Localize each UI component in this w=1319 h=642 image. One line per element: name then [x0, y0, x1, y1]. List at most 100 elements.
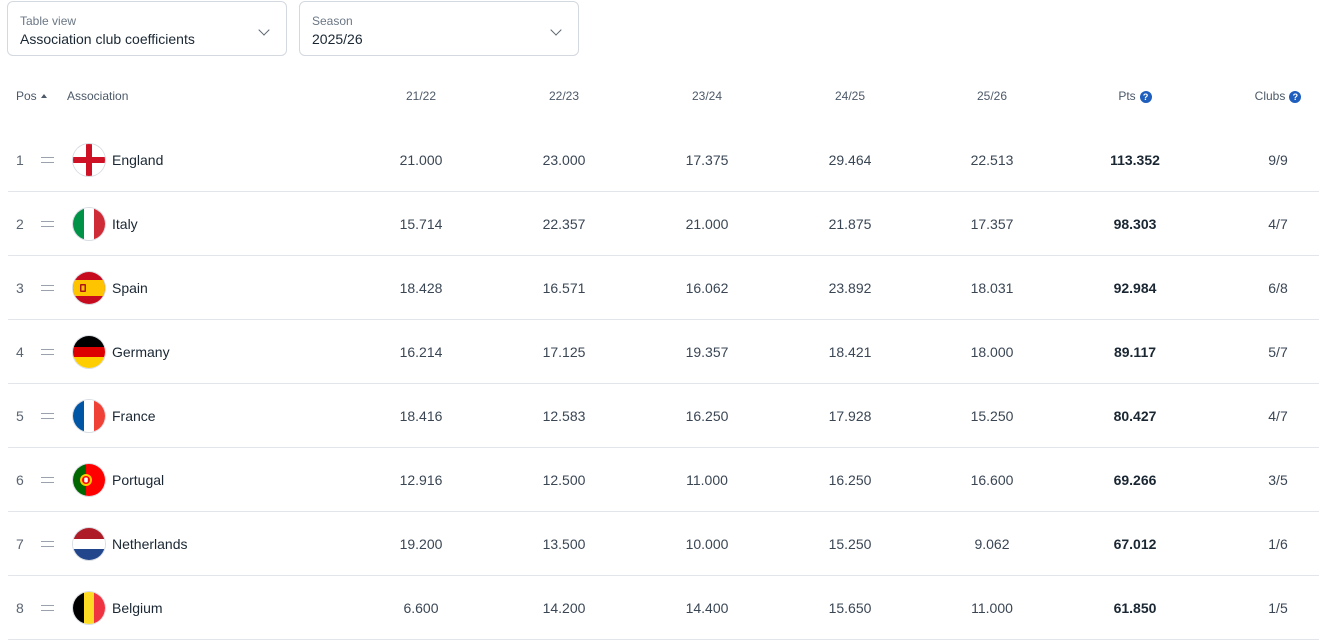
france-flag-icon: [73, 400, 105, 432]
season-2223-value: 23.000: [542, 152, 586, 168]
association-name[interactable]: France: [112, 408, 156, 424]
season-2223-value: 22.357: [542, 216, 586, 232]
header-2122[interactable]: 21/22: [405, 89, 437, 103]
row-pos: 4: [16, 344, 24, 360]
table-row[interactable]: 3 Spain 18.428 16.571 16.062 23.892 18.0…: [8, 256, 1319, 320]
filters-bar: Table view Association club coefficients…: [7, 1, 579, 56]
table-row[interactable]: 5 France 18.416 12.583 16.250 17.928 15.…: [8, 384, 1319, 448]
table-view-select[interactable]: Table view Association club coefficients: [7, 1, 287, 56]
season-2526-value: 9.062: [974, 536, 1010, 552]
season-2122-value: 16.214: [399, 344, 443, 360]
table-row[interactable]: 2 Italy 15.714 22.357 21.000 21.875 17.3…: [8, 192, 1319, 256]
header-pos-label: Pos: [16, 89, 37, 103]
clubs-value: 3/5: [1268, 472, 1288, 488]
association-name[interactable]: England: [112, 152, 164, 168]
header-association[interactable]: Association: [67, 89, 129, 103]
association-name[interactable]: Spain: [112, 280, 148, 296]
season-2223-value: 12.500: [542, 472, 586, 488]
row-pos: 3: [16, 280, 24, 296]
germany-flag-icon: [73, 336, 105, 368]
italy-flag-icon: [73, 208, 105, 240]
season-2425-value: 15.650: [828, 600, 872, 616]
season-2223-value: 16.571: [542, 280, 586, 296]
season-2425-value: 29.464: [828, 152, 872, 168]
association-name[interactable]: Netherlands: [112, 536, 188, 552]
association-name[interactable]: Belgium: [112, 600, 163, 616]
row-pos: 1: [16, 152, 24, 168]
association-name[interactable]: Portugal: [112, 472, 165, 488]
belgium-flag-icon: [73, 592, 105, 624]
season-2122-value: 12.916: [399, 472, 443, 488]
header-2526[interactable]: 25/26: [976, 89, 1008, 103]
header-pts-label: Pts: [1118, 89, 1136, 103]
netherlands-flag-icon: [73, 528, 105, 560]
clubs-value: 6/8: [1268, 280, 1288, 296]
season-2324-value: 17.375: [685, 152, 729, 168]
no-change-icon: [41, 221, 54, 227]
clubs-value: 1/5: [1268, 600, 1288, 616]
season-2122-value: 19.200: [399, 536, 443, 552]
season-value: 2025/26: [312, 31, 363, 47]
header-2425[interactable]: 24/25: [834, 89, 866, 103]
header-pts[interactable]: Pts?: [1090, 89, 1180, 103]
season-2425-value: 17.928: [828, 408, 872, 424]
season-2324-value: 14.400: [685, 600, 729, 616]
table-view-value: Association club coefficients: [20, 31, 195, 47]
season-2122-value: 21.000: [399, 152, 443, 168]
season-select[interactable]: Season 2025/26: [299, 1, 579, 56]
table-view-label: Table view: [20, 14, 77, 28]
help-icon[interactable]: ?: [1289, 91, 1302, 103]
table-row[interactable]: 8 Belgium 6.600 14.200 14.400 15.650 11.…: [8, 576, 1319, 640]
season-2425-value: 23.892: [828, 280, 872, 296]
season-2324-value: 16.062: [685, 280, 729, 296]
table-row[interactable]: 1 England 21.000 23.000 17.375 29.464 22…: [8, 128, 1319, 192]
season-2122-value: 18.428: [399, 280, 443, 296]
header-clubs-label: Clubs: [1254, 89, 1286, 103]
portugal-flag-icon: [73, 464, 105, 496]
no-change-icon: [41, 605, 54, 611]
season-2526-value: 18.031: [970, 280, 1014, 296]
points-value: 92.984: [1113, 280, 1157, 296]
points-value: 67.012: [1113, 536, 1157, 552]
season-2526-value: 15.250: [970, 408, 1014, 424]
season-2122-value: 15.714: [399, 216, 443, 232]
spain-flag-icon: [73, 272, 105, 304]
clubs-value: 1/6: [1268, 536, 1288, 552]
season-2324-value: 16.250: [685, 408, 729, 424]
season-2324-value: 11.000: [686, 472, 728, 488]
header-2324[interactable]: 23/24: [691, 89, 723, 103]
no-change-icon: [41, 349, 54, 355]
association-name[interactable]: Germany: [112, 344, 170, 360]
clubs-value: 5/7: [1268, 344, 1288, 360]
season-2122-value: 6.600: [403, 600, 439, 616]
season-2526-value: 11.000: [971, 600, 1013, 616]
table-row[interactable]: 4 Germany 16.214 17.125 19.357 18.421 18…: [8, 320, 1319, 384]
header-pos[interactable]: Pos: [16, 89, 47, 103]
season-label: Season: [312, 14, 353, 28]
england-flag-icon: [73, 144, 105, 176]
clubs-value: 4/7: [1268, 408, 1288, 424]
help-icon[interactable]: ?: [1139, 91, 1152, 103]
season-2526-value: 22.513: [970, 152, 1014, 168]
season-2223-value: 14.200: [542, 600, 586, 616]
season-2526-value: 16.600: [970, 472, 1014, 488]
association-name[interactable]: Italy: [112, 216, 138, 232]
table-header: Pos Association 21/22 22/23 23/24 24/25 …: [8, 86, 1319, 108]
season-2324-value: 19.357: [685, 344, 729, 360]
season-2526-value: 17.357: [970, 216, 1014, 232]
row-pos: 5: [16, 408, 24, 424]
no-change-icon: [41, 285, 54, 291]
row-pos: 7: [16, 536, 24, 552]
season-2425-value: 15.250: [828, 536, 872, 552]
row-pos: 2: [16, 216, 24, 232]
season-2223-value: 13.500: [542, 536, 586, 552]
no-change-icon: [41, 541, 54, 547]
no-change-icon: [41, 413, 54, 419]
header-clubs[interactable]: Clubs?: [1233, 89, 1319, 103]
table-row[interactable]: 7 Netherlands 19.200 13.500 10.000 15.25…: [8, 512, 1319, 576]
header-2223[interactable]: 22/23: [548, 89, 580, 103]
season-2223-value: 17.125: [542, 344, 586, 360]
row-pos: 8: [16, 600, 24, 616]
points-value: 89.117: [1113, 344, 1157, 360]
table-row[interactable]: 6 Portugal 12.916 12.500 11.000 16.250 1…: [8, 448, 1319, 512]
